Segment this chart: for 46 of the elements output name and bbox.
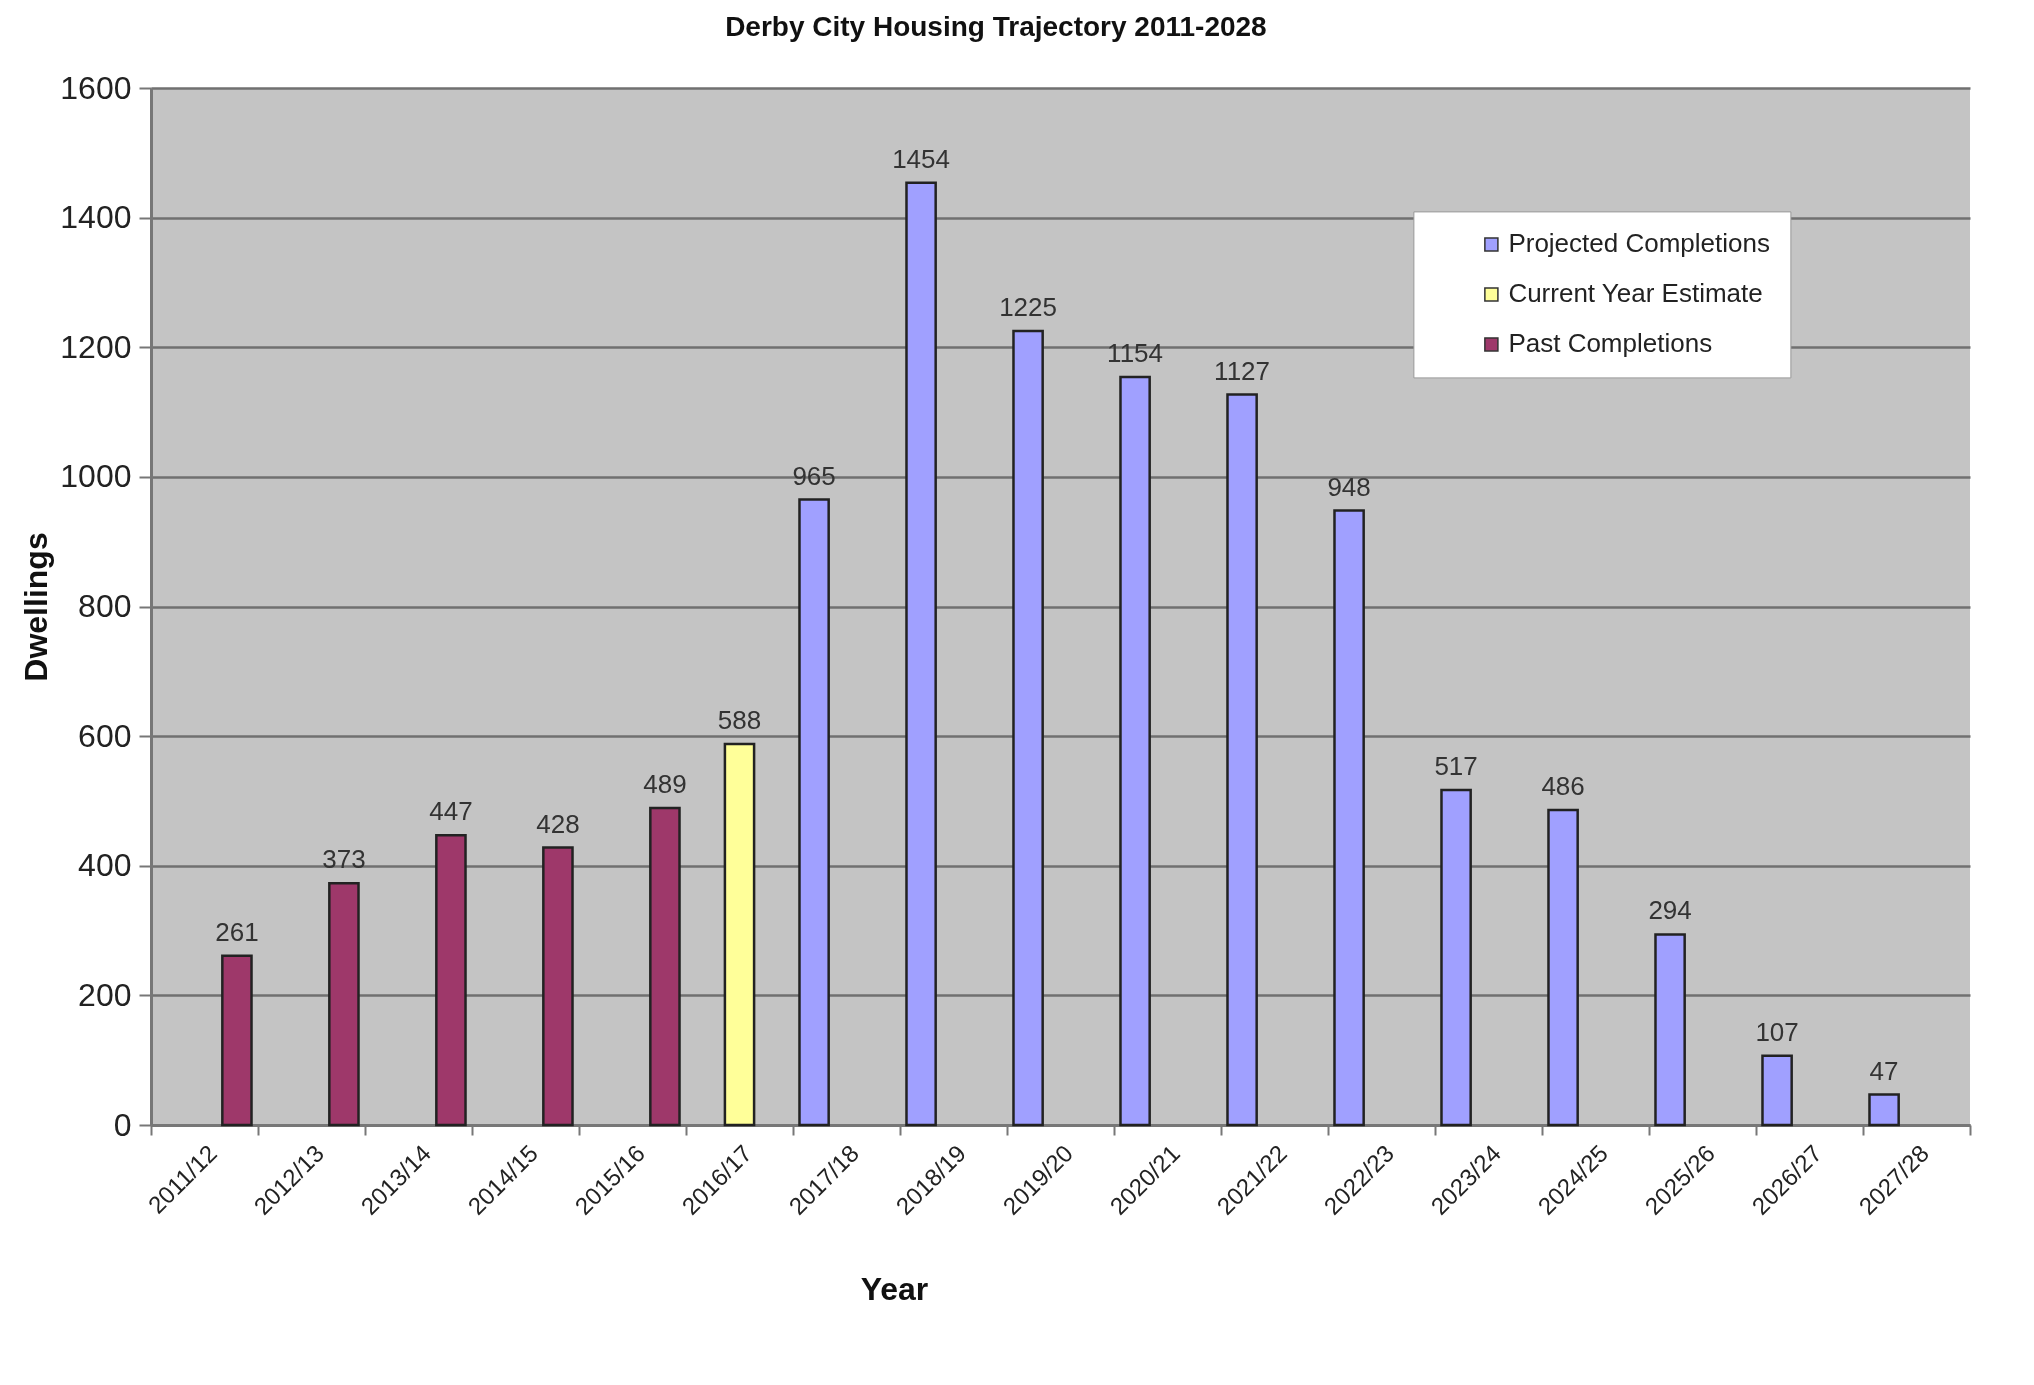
- y-tick-label: 800: [78, 588, 132, 624]
- bar: [723, 742, 756, 1127]
- bar: [435, 834, 467, 1127]
- y-tick-label: 200: [78, 976, 132, 1013]
- bar: [905, 181, 937, 1127]
- bar: [1333, 509, 1365, 1127]
- chart-title: Derby City Housing Trajectory 2011-2028: [725, 11, 1267, 42]
- y-tick-label: 1600: [60, 69, 132, 106]
- data-label: 948: [1327, 471, 1371, 502]
- legend-label: Past Completions: [1508, 328, 1713, 359]
- y-axis-title: Dwellings: [18, 532, 55, 682]
- legend-label: Projected Completions: [1508, 228, 1770, 259]
- bar: [1226, 393, 1258, 1127]
- bar: [221, 954, 253, 1127]
- bar: [1119, 375, 1151, 1127]
- data-label: 517: [1434, 750, 1478, 781]
- y-tick-label: 1000: [60, 458, 132, 495]
- y-tick-label: 1200: [60, 328, 132, 365]
- bar: [798, 498, 830, 1127]
- y-tick-label: 0: [113, 1106, 132, 1143]
- y-tick-label: 1400: [60, 199, 132, 236]
- data-label: 1127: [1214, 355, 1271, 386]
- bar: [328, 882, 360, 1127]
- y-tick-label: 600: [78, 717, 132, 754]
- bar: [1761, 1054, 1793, 1127]
- data-label: 47: [1869, 1055, 1899, 1086]
- bar: [1440, 788, 1472, 1127]
- bar: [1868, 1093, 1900, 1127]
- data-label: 486: [1541, 771, 1585, 802]
- bar: [1547, 808, 1579, 1127]
- data-label: 1225: [999, 292, 1057, 323]
- data-label: 294: [1648, 895, 1692, 926]
- bar: [542, 846, 574, 1127]
- bar: [1654, 933, 1686, 1127]
- bar: [1012, 329, 1044, 1127]
- data-label: 107: [1755, 1016, 1799, 1047]
- data-label: 428: [536, 808, 580, 839]
- data-label: 261: [215, 916, 259, 947]
- x-axis-title: Year: [860, 1270, 929, 1307]
- y-tick-label: 400: [78, 847, 132, 884]
- data-label: 489: [643, 769, 687, 800]
- data-label: 1454: [892, 143, 950, 174]
- bar: [649, 806, 681, 1127]
- data-label: 588: [717, 704, 762, 735]
- data-label: 447: [429, 796, 473, 827]
- legend-label: Current Year Estimate: [1508, 278, 1763, 309]
